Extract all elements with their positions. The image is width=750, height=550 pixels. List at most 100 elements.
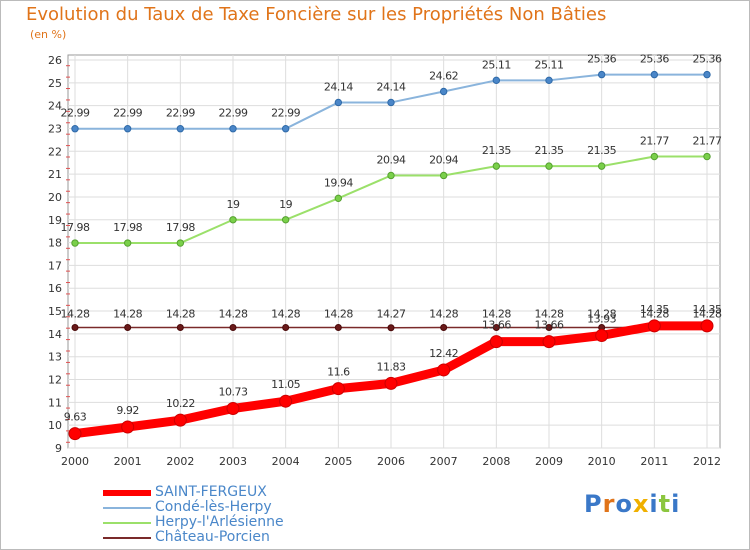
- y-tick-label: 11: [48, 396, 62, 409]
- data-label: 21.77: [693, 135, 722, 148]
- y-tick-label: 22: [48, 145, 62, 158]
- logo-letter: r: [602, 490, 616, 518]
- data-point: [492, 162, 501, 170]
- data-label: 9.92: [116, 404, 139, 417]
- data-point: [489, 335, 503, 349]
- y-tick-label: 9: [55, 442, 62, 455]
- data-point: [545, 162, 553, 170]
- data-point: [595, 328, 609, 342]
- x-tick-label: 2001: [114, 455, 142, 468]
- data-label: 14.28: [61, 307, 90, 320]
- data-point: [281, 216, 290, 224]
- data-label: 17.98: [113, 221, 142, 234]
- data-point: [700, 319, 714, 333]
- data-point: [545, 76, 553, 85]
- data-label: 14.35: [640, 303, 669, 316]
- data-point: [173, 413, 187, 427]
- data-label: 25.11: [535, 58, 564, 71]
- data-label: 24.62: [429, 69, 458, 82]
- data-label: 21.35: [587, 144, 616, 157]
- legend-label: Condé-lès-Herpy: [155, 499, 272, 515]
- y-tick-label: 21: [48, 168, 62, 181]
- data-label: 13.66: [535, 319, 564, 332]
- x-tick-label: 2005: [324, 455, 352, 468]
- y-tick-label: 12: [48, 374, 62, 387]
- data-label: 14.35: [693, 303, 722, 316]
- data-label: 24.14: [377, 80, 406, 93]
- y-tick-label: 24: [48, 100, 62, 113]
- data-label: 14.28: [640, 307, 669, 320]
- legend-label: SAINT-FERGEUX: [155, 484, 267, 500]
- data-point: [542, 335, 556, 349]
- x-tick-label: 2009: [535, 455, 563, 468]
- data-point: [492, 76, 501, 85]
- data-point: [597, 162, 606, 170]
- x-tick-label: 2003: [219, 455, 247, 468]
- data-label: 11.83: [377, 360, 406, 373]
- y-tick-label: 10: [48, 419, 62, 432]
- data-point: [281, 124, 290, 133]
- data-point: [440, 323, 448, 331]
- logo-letter: t: [658, 490, 672, 518]
- legend-swatch: [103, 490, 151, 496]
- x-tick-label: 2012: [693, 455, 721, 468]
- data-label: 14.28: [482, 307, 511, 320]
- data-label: 14.27: [377, 308, 406, 321]
- logo-letter: o: [615, 490, 633, 518]
- chart-title: Evolution du Taux de Taxe Foncière sur l…: [26, 4, 607, 25]
- y-tick-label: 20: [48, 191, 62, 204]
- data-point: [68, 427, 82, 441]
- data-point: [279, 394, 293, 408]
- data-point: [282, 323, 290, 331]
- data-label: 14.28: [113, 307, 142, 320]
- data-point: [229, 216, 237, 224]
- x-tick-label: 2002: [166, 455, 194, 468]
- data-point: [703, 70, 711, 79]
- data-point: [437, 363, 451, 377]
- y-tick-label: 17: [48, 259, 62, 272]
- x-tick-label: 2004: [272, 455, 300, 468]
- chart-unit: (en %): [30, 28, 67, 41]
- data-point: [650, 152, 659, 161]
- data-point: [334, 194, 343, 203]
- data-label: 25.11: [482, 58, 511, 71]
- data-label: 22.99: [219, 107, 248, 120]
- x-tick-label: 2006: [377, 455, 405, 468]
- x-tick-label: 2010: [588, 455, 616, 468]
- data-label: 9.63: [64, 411, 87, 424]
- y-tick-label: 16: [48, 282, 62, 295]
- data-label: 12.42: [429, 347, 458, 360]
- data-point: [387, 324, 395, 332]
- data-label: 14.28: [693, 307, 722, 320]
- legend-swatch: [103, 507, 151, 509]
- data-point: [229, 323, 237, 331]
- data-label: 14.28: [271, 307, 300, 320]
- data-point: [439, 87, 448, 96]
- legend-label: Château-Porcien: [155, 529, 270, 545]
- data-label: 19: [227, 198, 240, 211]
- legend-swatch: [103, 522, 151, 524]
- y-tick-label: 14: [48, 328, 62, 341]
- y-tick-label: 15: [48, 305, 62, 318]
- data-label: 22.99: [61, 107, 90, 120]
- data-label: 22.99: [271, 107, 300, 120]
- data-label: 19: [279, 198, 292, 211]
- data-label: 14.28: [219, 307, 248, 320]
- y-tick-label: 25: [48, 77, 62, 90]
- data-point: [439, 171, 448, 180]
- data-point: [71, 323, 79, 331]
- data-label: 21.35: [482, 144, 511, 157]
- data-label: 14.28: [429, 307, 458, 320]
- logo-letter: P: [584, 490, 603, 518]
- data-point: [71, 239, 79, 247]
- data-point: [597, 70, 606, 79]
- logo-letter: i: [649, 490, 659, 518]
- data-point: [229, 124, 237, 133]
- logo-letter: i: [671, 490, 681, 518]
- data-point: [124, 323, 132, 331]
- data-label: 21.77: [640, 135, 669, 148]
- y-tick-label: 13: [48, 351, 62, 364]
- x-tick-label: 2000: [61, 455, 89, 468]
- data-label: 22.99: [113, 107, 142, 120]
